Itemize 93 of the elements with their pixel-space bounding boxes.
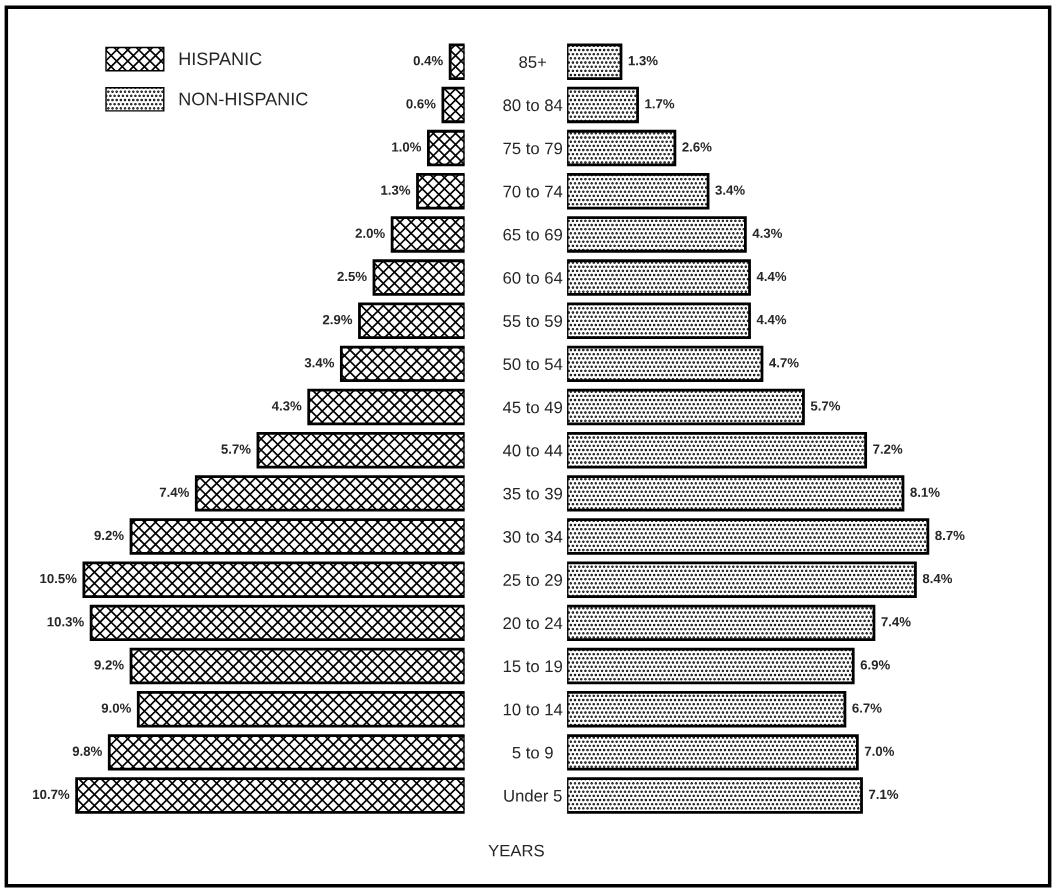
data-label: 7.2% <box>873 444 903 454</box>
y-tick-label: 70 to 74 <box>503 185 563 198</box>
y-tick-label: 50 to 54 <box>503 358 563 371</box>
data-label: 2.0% <box>355 228 385 238</box>
bar <box>75 777 465 814</box>
bar <box>567 302 751 339</box>
data-label: 5.7% <box>221 444 251 454</box>
data-label: 4.3% <box>752 228 783 238</box>
bar <box>567 777 863 814</box>
bar <box>567 647 855 685</box>
bar <box>89 604 465 642</box>
bar <box>390 216 465 253</box>
bar <box>426 129 465 167</box>
data-label: 7.1% <box>869 789 899 800</box>
data-label: 0.6% <box>406 99 436 109</box>
bar <box>567 604 876 642</box>
data-label: 2.5% <box>337 271 367 282</box>
bar <box>567 690 847 728</box>
data-label: 5.7% <box>810 401 841 411</box>
y-tick-label: 65 to 69 <box>503 228 563 241</box>
bar <box>256 432 465 469</box>
bar <box>339 345 465 383</box>
y-tick-label: 85+ <box>519 56 547 68</box>
legend-label: HISPANIC <box>179 52 262 66</box>
bar <box>567 43 623 80</box>
data-label: 9.2% <box>94 660 124 670</box>
y-tick-label: Under 5 <box>504 789 562 802</box>
bar <box>567 734 859 771</box>
bar <box>372 259 465 296</box>
data-label: 1.0% <box>392 142 422 152</box>
y-tick-label: 10 to 14 <box>503 703 563 716</box>
data-label: 10.3% <box>47 617 84 627</box>
bar <box>441 86 465 124</box>
data-label: 8.7% <box>935 530 965 541</box>
data-label: 8.4% <box>922 573 953 584</box>
bar <box>129 647 465 685</box>
data-label: 7.4% <box>159 487 189 497</box>
bar <box>567 475 905 512</box>
bar <box>416 173 465 210</box>
bar <box>567 216 747 253</box>
data-label: 4.4% <box>756 271 787 282</box>
bar <box>567 388 805 426</box>
data-label: 1.7% <box>645 99 675 109</box>
data-label: 2.6% <box>682 142 712 152</box>
data-label: 4.3% <box>271 401 302 411</box>
bar <box>567 173 710 210</box>
bar <box>129 518 465 555</box>
bar <box>136 690 465 728</box>
y-tick-label: 80 to 84 <box>503 99 563 112</box>
bar <box>567 561 917 598</box>
bar <box>567 86 639 124</box>
data-label: 9.8% <box>72 746 102 756</box>
y-tick-label: 40 to 44 <box>502 444 563 457</box>
data-label: 9.0% <box>101 703 131 713</box>
legend-label: NON-HISPANIC <box>179 92 308 106</box>
bar <box>567 432 868 469</box>
y-axis-title: YEARS <box>488 844 544 857</box>
bar <box>567 345 764 383</box>
bar <box>307 388 465 426</box>
y-tick-label: 5 to 9 <box>512 746 553 759</box>
data-label: 8.1% <box>910 487 940 497</box>
bar <box>107 734 465 771</box>
y-tick-label: 75 to 79 <box>503 142 563 155</box>
data-label: 4.7% <box>769 358 799 368</box>
y-tick-label: 55 to 59 <box>503 315 563 327</box>
data-label: 3.4% <box>715 185 745 195</box>
data-label: 1.3% <box>628 55 658 66</box>
data-label: 9.2% <box>94 530 124 541</box>
y-tick-label: 25 to 29 <box>503 574 563 586</box>
bar <box>448 43 465 80</box>
y-tick-label: 30 to 34 <box>503 530 563 543</box>
data-label: 2.9% <box>322 314 353 325</box>
y-tick-label: 35 to 39 <box>503 487 563 500</box>
data-label: 0.4% <box>413 55 443 66</box>
data-label: 10.5% <box>40 573 77 584</box>
y-tick-label: 15 to 19 <box>503 660 563 673</box>
data-label: 3.4% <box>304 358 335 368</box>
bar <box>358 302 465 339</box>
bar <box>567 518 930 555</box>
data-label: 6.9% <box>860 660 890 670</box>
bar <box>567 129 677 167</box>
data-label: 7.0% <box>864 746 895 756</box>
bar <box>567 259 751 296</box>
y-tick-label: 45 to 49 <box>502 401 563 414</box>
data-label: 1.3% <box>381 185 411 195</box>
data-label: 4.4% <box>756 314 787 325</box>
data-label: 6.7% <box>852 703 882 713</box>
bar <box>194 475 465 512</box>
bar <box>82 561 465 598</box>
data-label: 7.4% <box>881 617 911 627</box>
data-label: 10.7% <box>33 789 70 800</box>
y-tick-label: 60 to 64 <box>503 271 563 284</box>
y-tick-label: 20 to 24 <box>503 617 563 630</box>
